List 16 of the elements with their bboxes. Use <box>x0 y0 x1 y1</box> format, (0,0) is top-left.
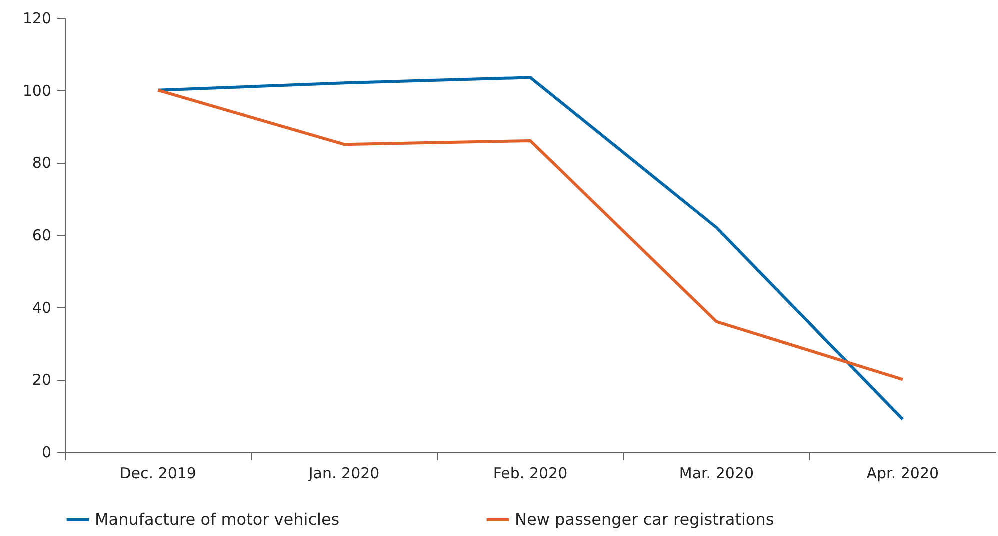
y-tick-label: 60 <box>32 226 52 244</box>
y-tick-label: 0 <box>42 444 52 462</box>
x-tick-label: Apr. 2020 <box>866 464 940 482</box>
y-tick-label: 80 <box>32 154 52 172</box>
legend-label: Manufacture of motor vehicles <box>95 510 340 529</box>
x-tick-label: Feb. 2020 <box>493 464 568 482</box>
legend-label: New passenger car registrations <box>515 510 774 529</box>
y-tick-label: 20 <box>32 371 52 390</box>
x-tick-label: Jan. 2020 <box>308 464 380 482</box>
x-tick-label: Mar. 2020 <box>679 464 754 482</box>
line-series <box>156 88 904 382</box>
line-series <box>156 76 904 421</box>
y-tick-label: 100 <box>22 82 52 100</box>
y-tick-label: 40 <box>32 298 52 317</box>
x-tick-label: Dec. 2019 <box>120 464 196 482</box>
y-tick-label: 120 <box>22 10 52 28</box>
